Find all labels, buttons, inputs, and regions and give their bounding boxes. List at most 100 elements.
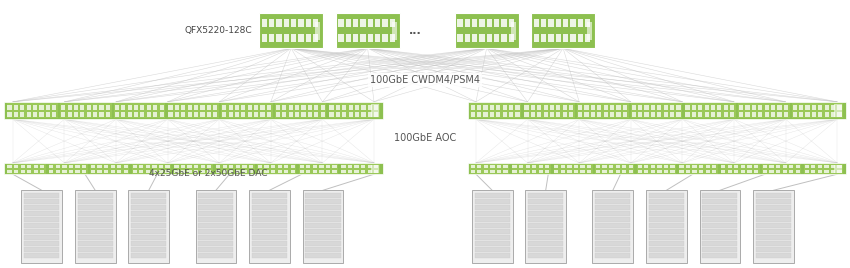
Bar bbox=[252, 205, 287, 210]
Bar bbox=[472, 34, 477, 42]
Bar bbox=[348, 165, 352, 168]
Bar bbox=[139, 170, 144, 173]
Bar bbox=[24, 193, 60, 198]
Bar bbox=[649, 217, 684, 222]
Bar bbox=[479, 19, 484, 27]
Bar bbox=[632, 105, 636, 110]
Bar bbox=[198, 217, 234, 222]
Bar bbox=[574, 165, 578, 168]
Bar bbox=[528, 211, 564, 216]
Bar bbox=[604, 105, 608, 110]
Bar bbox=[27, 165, 31, 168]
Bar bbox=[354, 165, 359, 168]
Bar bbox=[132, 163, 171, 174]
Bar bbox=[515, 112, 519, 117]
Bar bbox=[644, 105, 649, 110]
Bar bbox=[106, 105, 110, 110]
Bar bbox=[133, 170, 137, 173]
Bar bbox=[756, 223, 791, 228]
Bar bbox=[472, 190, 513, 263]
Bar bbox=[762, 163, 802, 174]
Bar bbox=[262, 19, 267, 27]
Bar bbox=[629, 170, 633, 173]
Bar bbox=[706, 170, 710, 173]
Bar bbox=[570, 19, 575, 27]
Bar bbox=[528, 235, 564, 240]
Bar bbox=[374, 105, 378, 110]
Bar bbox=[14, 105, 18, 110]
Bar bbox=[291, 19, 297, 27]
Bar bbox=[651, 170, 655, 173]
Bar bbox=[67, 105, 71, 110]
Bar bbox=[284, 34, 289, 42]
Bar bbox=[524, 105, 529, 110]
Bar bbox=[740, 165, 745, 168]
Bar bbox=[530, 105, 535, 110]
Bar bbox=[706, 165, 710, 168]
Bar bbox=[805, 165, 809, 168]
Bar bbox=[56, 170, 60, 173]
Bar bbox=[502, 34, 507, 42]
Bar bbox=[528, 241, 564, 246]
Bar bbox=[82, 170, 86, 173]
Bar bbox=[796, 165, 800, 168]
Bar bbox=[271, 165, 275, 168]
Bar bbox=[360, 34, 366, 42]
Bar bbox=[519, 170, 524, 173]
Bar bbox=[532, 165, 536, 168]
Bar bbox=[315, 22, 320, 40]
Bar bbox=[258, 170, 262, 173]
Bar bbox=[685, 103, 736, 118]
Bar bbox=[693, 170, 697, 173]
Bar bbox=[511, 22, 516, 40]
Bar bbox=[198, 247, 234, 252]
Bar bbox=[753, 190, 794, 263]
Bar bbox=[771, 112, 775, 117]
Bar bbox=[52, 105, 56, 110]
Bar bbox=[269, 19, 275, 27]
Bar bbox=[496, 105, 501, 110]
Bar bbox=[702, 253, 738, 258]
Bar bbox=[49, 170, 54, 173]
Bar bbox=[145, 170, 150, 173]
Bar bbox=[131, 247, 167, 252]
Bar bbox=[811, 170, 815, 173]
Bar bbox=[595, 253, 631, 258]
Bar bbox=[175, 105, 179, 110]
Bar bbox=[305, 199, 341, 204]
Bar bbox=[528, 229, 564, 234]
Bar bbox=[831, 112, 836, 117]
Bar bbox=[586, 165, 591, 168]
Bar bbox=[115, 112, 119, 117]
Bar bbox=[649, 253, 684, 258]
Bar bbox=[305, 241, 341, 246]
Bar bbox=[541, 19, 547, 27]
Bar bbox=[824, 112, 829, 117]
Bar bbox=[360, 19, 366, 27]
Bar bbox=[721, 165, 725, 168]
Bar bbox=[382, 19, 388, 27]
Bar bbox=[131, 253, 167, 258]
Bar bbox=[115, 105, 119, 110]
Bar bbox=[754, 170, 758, 173]
Bar bbox=[361, 112, 366, 117]
Bar bbox=[819, 112, 823, 117]
Bar bbox=[39, 112, 43, 117]
Bar bbox=[804, 163, 843, 174]
Bar bbox=[27, 170, 31, 173]
Bar bbox=[48, 163, 88, 174]
Bar bbox=[486, 19, 492, 27]
Bar bbox=[756, 241, 791, 246]
Bar bbox=[837, 165, 842, 168]
Bar bbox=[651, 112, 655, 117]
Bar bbox=[241, 112, 246, 117]
Bar bbox=[497, 170, 501, 173]
Bar bbox=[477, 105, 481, 110]
Bar bbox=[201, 165, 205, 168]
Bar bbox=[46, 112, 50, 117]
Bar bbox=[368, 105, 372, 110]
Bar bbox=[188, 112, 192, 117]
Bar bbox=[24, 217, 60, 222]
Bar bbox=[320, 170, 324, 173]
Bar bbox=[342, 170, 346, 173]
